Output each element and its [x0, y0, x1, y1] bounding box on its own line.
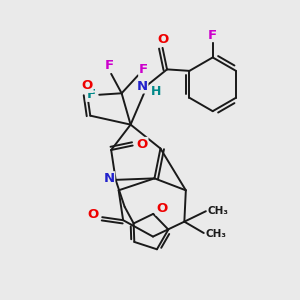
- Text: H: H: [151, 85, 161, 98]
- Text: F: F: [139, 64, 148, 76]
- Text: CH₃: CH₃: [208, 206, 229, 216]
- Text: F: F: [208, 28, 217, 41]
- Text: O: O: [157, 33, 168, 46]
- Text: F: F: [105, 59, 114, 72]
- Text: N: N: [103, 172, 115, 185]
- Text: O: O: [136, 137, 148, 151]
- Text: N: N: [137, 80, 148, 93]
- Text: CH₃: CH₃: [206, 229, 226, 238]
- Text: F: F: [86, 88, 95, 101]
- Text: O: O: [156, 202, 167, 215]
- Text: O: O: [88, 208, 99, 221]
- Text: O: O: [82, 79, 93, 92]
